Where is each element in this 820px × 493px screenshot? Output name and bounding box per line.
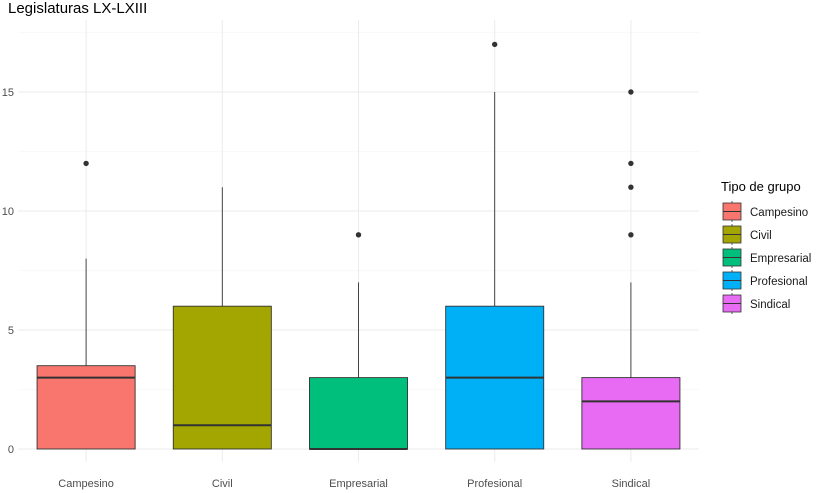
y-tick-label: 15 <box>2 87 14 99</box>
x-tick-label-empresarial: Empresarial <box>329 478 388 490</box>
outlier-point <box>628 232 634 238</box>
outlier-point <box>492 41 498 48</box>
chart-title: Legislaturas LX-LXIII <box>8 0 148 17</box>
legend: Tipo de grupo Campesino Civil Empresarial Pr… <box>721 179 811 314</box>
legend-item-profesional: Profesional <box>722 270 808 291</box>
y-tick-label: 10 <box>2 206 14 218</box>
y-tick-label: 0 <box>8 444 14 456</box>
legend-label: Empresarial <box>750 253 811 265</box>
legend-title: Tipo de grupo <box>721 179 801 194</box>
box-body <box>309 377 408 450</box>
legend-label: Campesino <box>750 207 808 219</box>
box-body <box>581 377 681 450</box>
outlier-point <box>628 89 634 95</box>
legend-label: Sindical <box>750 299 790 311</box>
box-sindical <box>581 89 681 450</box>
box-campesino <box>36 160 136 450</box>
boxes <box>36 41 681 450</box>
y-tick-label: 5 <box>8 325 14 337</box>
outlier-point <box>83 160 89 167</box>
legend-item-campesino: Campesino <box>722 201 808 222</box>
box-body <box>36 365 136 450</box>
legend-item-civil: Civil <box>722 224 772 245</box>
x-tick-label-sindical: Sindical <box>612 478 651 490</box>
x-tick-label-civil: Civil <box>212 478 233 490</box>
box-civil <box>172 187 272 450</box>
y-axis: 0 5 10 15 <box>2 87 14 456</box>
legend-item-sindical: Sindical <box>722 293 790 314</box>
box-body <box>172 305 272 450</box>
box-profesional <box>445 41 545 450</box>
outlier-point <box>628 184 634 190</box>
legend-label: Profesional <box>750 276 808 288</box>
outlier-point <box>355 232 362 238</box>
x-tick-label-profesional: Profesional <box>467 478 522 490</box>
x-tick-label-campesino: Campesino <box>58 478 114 490</box>
outlier-point <box>628 160 634 167</box>
legend-item-empresarial: Empresarial <box>722 247 811 268</box>
x-axis: Campesino Civil Empresarial Profesional Sind… <box>58 478 650 490</box>
legend-label: Civil <box>750 230 772 242</box>
box-empresarial <box>309 232 408 450</box>
